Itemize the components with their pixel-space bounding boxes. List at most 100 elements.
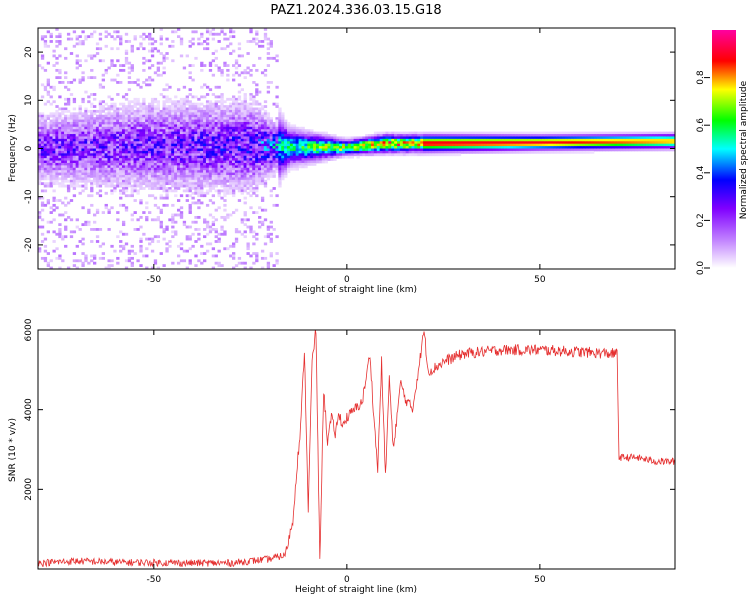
heatmap-cell [116,121,120,125]
heatmap-cell [223,208,227,212]
heatmap-cell [220,172,224,176]
heatmap-cell [64,85,68,89]
heatmap-cell [203,259,207,263]
heatmap-cell [139,162,143,166]
heatmap-cell [498,146,502,149]
heatmap-cell [562,136,566,140]
heatmap-cell [255,177,259,181]
heatmap-cell [208,242,213,246]
heatmap-cell [150,121,155,125]
heatmap-cell [78,124,82,128]
heatmap-cell [119,117,123,120]
heatmap-cell [142,61,146,65]
heatmap-cell [240,170,244,173]
heatmap-cell [142,158,146,161]
heatmap-cell [168,112,172,116]
heatmap-cell [402,153,407,157]
heatmap-cell [43,148,48,152]
heatmap-cell [481,136,485,140]
heatmap-cell [81,165,85,169]
heatmap-cell [98,83,103,87]
heatmap-cell [185,235,189,239]
heatmap-cell [232,194,236,198]
heatmap-cell [205,177,210,181]
heatmap-cell [284,170,288,173]
heatmap-cell [133,148,137,152]
heatmap-cell [52,208,56,212]
heatmap-cell [61,121,65,125]
heatmap-cell [585,141,589,145]
heatmap-cell [205,28,210,31]
heatmap-cell [130,184,134,188]
heatmap-cell [203,172,207,176]
heatmap-cell [249,143,253,147]
heatmap-cell [370,141,375,145]
heatmap-cell [211,182,216,186]
heatmap-cell [220,160,224,164]
heatmap-cell [232,30,236,34]
heatmap-cell [243,141,247,145]
heatmap-cell [174,194,178,198]
heatmap-cell [249,155,253,159]
heatmap-cell [252,167,256,171]
heatmap-cell [258,117,262,120]
heatmap-cell [457,134,462,137]
heatmap-cell [191,95,195,99]
heatmap-cell [148,172,152,176]
heatmap-cell [153,100,158,104]
heatmap-cell [38,247,42,251]
heatmap-cell [55,162,59,166]
heatmap-cell [214,56,218,60]
heatmap-cell [46,167,50,171]
heatmap-cell [58,81,62,84]
heatmap-cell [269,131,273,135]
heatmap-cell [240,146,244,149]
heatmap-cell [214,182,218,186]
heatmap-cell [191,131,195,135]
heatmap-cell [260,223,265,227]
heatmap-cell [182,182,187,186]
heatmap-cell [234,230,239,234]
heatmap-cell [110,134,114,137]
heatmap-cell [278,114,282,118]
heatmap-cell [107,136,111,140]
heatmap-cell [113,184,117,188]
heatmap-cell [90,32,94,36]
heatmap-cell [220,71,224,75]
heatmap-cell [211,175,216,178]
heatmap-cell [370,153,375,157]
heatmap-cell [61,172,65,176]
heatmap-cell [162,189,166,193]
heatmap-cell [240,121,244,125]
heatmap-cell [162,187,166,190]
heatmap-cell [156,136,161,140]
heatmap-cell [486,143,491,147]
heatmap-cell [194,153,198,157]
heatmap-cell [229,244,233,248]
heatmap-cell [64,76,68,80]
heatmap-cell [454,150,459,154]
heatmap-cell [107,211,111,214]
heatmap-cell [165,138,169,142]
heatmap-cell [87,138,91,142]
heatmap-cell [72,264,77,267]
heatmap-cell [113,167,117,171]
heatmap-cell [281,119,285,123]
heatmap-cell [237,167,242,171]
heatmap-cell [275,203,279,207]
heatmap-cell [142,47,146,51]
heatmap-cell [310,134,314,137]
heatmap-cell [229,97,233,101]
heatmap-cell [174,117,178,120]
heatmap-cell [150,266,155,269]
heatmap-cell [258,179,262,183]
heatmap-cell [64,211,68,214]
heatmap-cell [119,131,123,135]
heatmap-cell [200,141,204,145]
heatmap-cell [133,153,137,157]
heatmap-cell [46,199,50,202]
heatmap-cell [188,247,192,251]
heatmap-cell [142,172,146,176]
heatmap-cell [182,167,187,171]
heatmap-cell [121,232,126,236]
